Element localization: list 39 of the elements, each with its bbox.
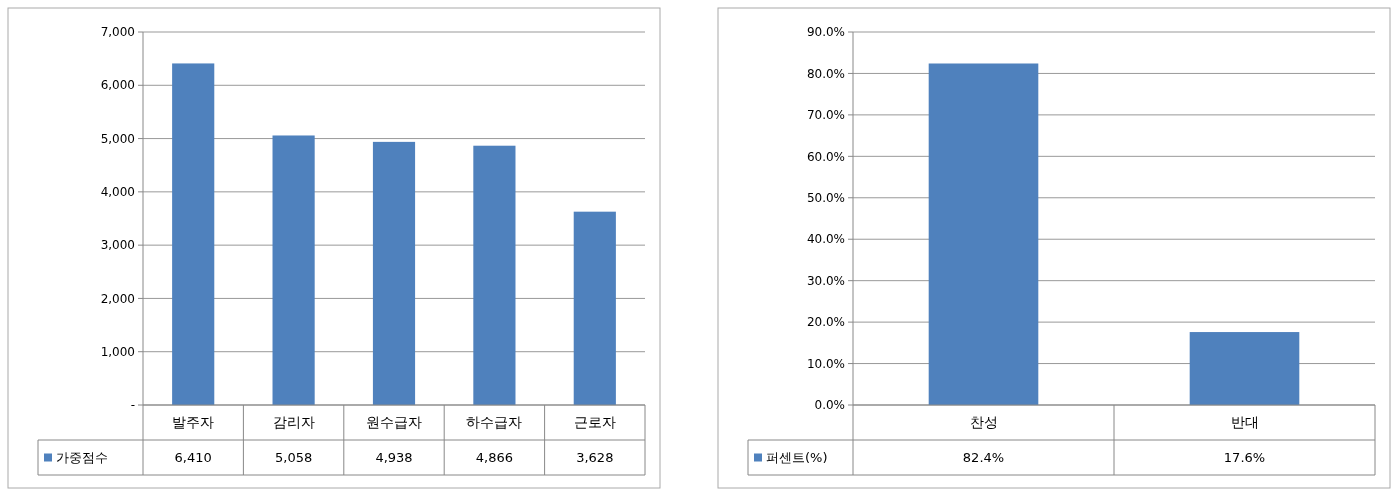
x-tick-label: 찬성 [969,414,998,431]
y-tick-label: 50.0% [806,190,845,205]
y-tick-label: 60.0% [806,149,845,164]
y-tick-label: 70.0% [806,108,845,123]
y-tick-label: - [130,398,135,413]
bar [172,63,215,405]
bar [372,141,416,405]
y-tick-label: 3,000 [100,238,135,253]
data-label: 4,938 [375,450,413,466]
legend-label: 가중점수 [56,450,108,466]
legend-label: 퍼센트(%) [766,450,828,466]
bar [473,145,516,405]
data-label: 5,058 [274,450,313,466]
data-label: 3,628 [576,450,614,466]
y-tick-label: 80.0% [806,66,845,81]
y-tick-label: 20.0% [806,315,845,330]
x-tick-label: 반대 [1230,414,1259,431]
y-tick-label: 90.0% [806,25,845,40]
x-tick-label: 근로자 [573,414,616,431]
data-label: 4,866 [475,450,514,466]
y-tick-label: 40.0% [806,232,845,247]
bar [272,135,315,405]
y-tick-label: 2,000 [100,291,135,306]
x-tick-label: 하수급자 [466,414,523,431]
data-label: 6,410 [174,450,212,466]
y-tick-label: 10.0% [806,356,845,371]
bar [573,211,616,405]
x-tick-label: 발주자 [172,414,215,431]
y-tick-label: 1,000 [100,344,135,359]
y-tick-label: 30.0% [806,273,845,288]
x-tick-label: 원수급자 [366,414,422,431]
data-label: 82.4% [962,450,1005,466]
y-tick-label: 0.0% [814,398,845,413]
x-tick-label: 감리자 [272,414,315,431]
y-tick-label: 4,000 [100,185,135,200]
y-tick-label: 7,000 [100,25,135,40]
data-label: 17.6% [1223,450,1266,466]
y-tick-label: 5,000 [100,131,135,146]
y-tick-label: 6,000 [100,78,135,93]
